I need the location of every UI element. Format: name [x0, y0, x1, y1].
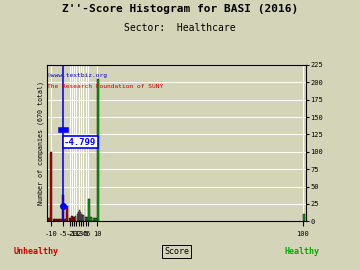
Bar — [50, 152, 53, 221]
Bar — [78, 212, 79, 221]
Bar — [71, 216, 73, 221]
Y-axis label: Number of companies (670 total): Number of companies (670 total) — [37, 81, 44, 205]
Bar — [81, 214, 82, 221]
Bar — [48, 218, 50, 221]
Bar — [75, 216, 76, 221]
Bar — [77, 214, 78, 221]
Text: Score: Score — [164, 247, 189, 256]
Bar — [53, 219, 55, 221]
Text: ©www.textbiz.org: ©www.textbiz.org — [47, 73, 107, 78]
Bar — [303, 214, 305, 221]
Bar — [84, 215, 85, 221]
Bar — [79, 210, 80, 221]
Bar — [62, 195, 64, 221]
Bar — [87, 217, 88, 221]
Bar — [88, 199, 90, 221]
Bar — [74, 217, 75, 221]
Bar — [82, 215, 83, 221]
Bar — [66, 206, 68, 221]
Bar — [55, 219, 57, 221]
Bar — [59, 219, 62, 221]
Bar — [97, 79, 99, 221]
Bar — [86, 217, 87, 221]
Text: Sector:  Healthcare: Sector: Healthcare — [124, 23, 236, 33]
Text: -4.799: -4.799 — [64, 138, 96, 147]
Bar — [95, 218, 97, 221]
Text: The Research Foundation of SUNY: The Research Foundation of SUNY — [47, 84, 163, 89]
Bar — [73, 217, 75, 221]
Bar — [90, 217, 93, 221]
Bar — [57, 219, 59, 221]
Bar — [64, 219, 66, 221]
Text: Unhealthy: Unhealthy — [14, 247, 58, 256]
Bar — [68, 218, 71, 221]
Bar — [80, 212, 81, 221]
Bar — [85, 217, 86, 221]
Text: Healthy: Healthy — [285, 247, 320, 256]
Text: Z''-Score Histogram for BASI (2016): Z''-Score Histogram for BASI (2016) — [62, 4, 298, 14]
Bar — [93, 218, 95, 221]
